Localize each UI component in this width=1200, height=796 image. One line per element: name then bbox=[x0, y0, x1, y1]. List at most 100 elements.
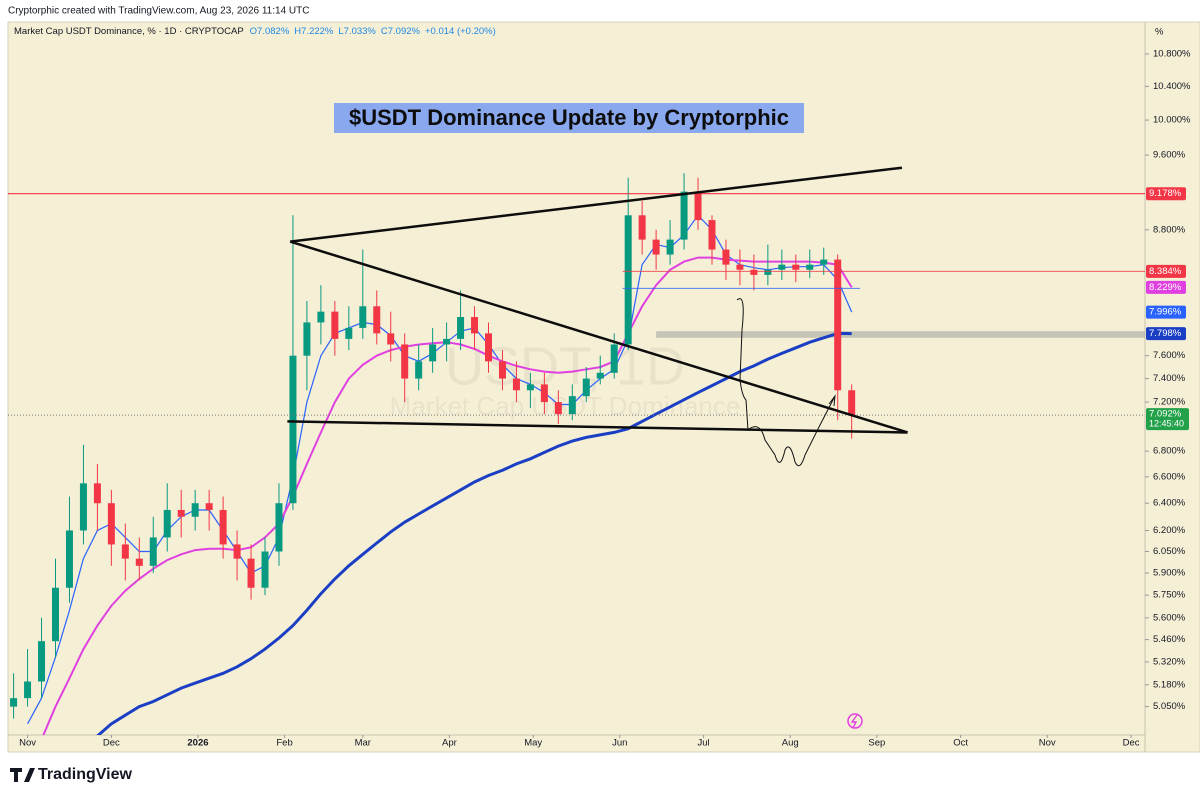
x-tick-label: Apr bbox=[442, 738, 457, 749]
x-tick-label: Aug bbox=[782, 738, 799, 749]
y-tick-label: 6.200% bbox=[1153, 525, 1186, 536]
y-tick-label: 5.750% bbox=[1153, 590, 1186, 601]
candle-body bbox=[596, 372, 604, 379]
y-tick-label: 6.600% bbox=[1153, 471, 1186, 482]
level-label: 8.384% bbox=[1149, 266, 1182, 277]
candle-body bbox=[429, 344, 437, 362]
candle-body bbox=[485, 333, 493, 362]
candle-body bbox=[708, 220, 716, 250]
y-tick-label: 10.000% bbox=[1153, 115, 1191, 126]
x-tick-label: Nov bbox=[1039, 738, 1056, 749]
level-label-bg bbox=[1146, 264, 1186, 278]
y-tick-label: 7.200% bbox=[1153, 397, 1186, 408]
y-tick-label: 9.600% bbox=[1153, 150, 1186, 161]
candle-body bbox=[666, 239, 674, 255]
y-tick-label: 5.050% bbox=[1153, 701, 1186, 712]
trendline bbox=[287, 420, 908, 434]
candle-body bbox=[638, 215, 646, 240]
candle-body bbox=[526, 384, 534, 391]
candle-body bbox=[135, 558, 143, 566]
x-tick-label: Oct bbox=[953, 738, 968, 749]
candle-body bbox=[38, 641, 46, 682]
candle-body bbox=[65, 530, 73, 588]
y-tick-label: 10.800% bbox=[1153, 49, 1191, 60]
candle-body bbox=[554, 402, 562, 415]
countdown: 12:45:40 bbox=[1149, 418, 1184, 428]
price-zone bbox=[656, 331, 1145, 338]
candle-body bbox=[317, 311, 325, 323]
y-tick-label: 5.320% bbox=[1153, 656, 1186, 667]
candle-body bbox=[778, 264, 786, 270]
x-tick-label: Nov bbox=[19, 738, 36, 749]
projection-sketch bbox=[736, 298, 836, 467]
x-tick-label: Mar bbox=[355, 738, 371, 749]
y-tick-label: 8.800% bbox=[1153, 224, 1186, 235]
x-tick-label: Dec bbox=[103, 738, 120, 749]
candle-body bbox=[582, 378, 590, 397]
brand-logo bbox=[10, 768, 35, 782]
moving-average bbox=[96, 331, 852, 735]
candle-body bbox=[177, 509, 185, 517]
y-tick-label: 5.460% bbox=[1153, 634, 1186, 645]
level-label: 9.178% bbox=[1149, 188, 1182, 199]
candle-body bbox=[694, 191, 702, 221]
legend: Market Cap USDT Dominance, % · 1D · CRYP… bbox=[14, 26, 496, 37]
candle-body bbox=[107, 503, 115, 545]
brand: TradingView bbox=[38, 766, 133, 783]
price-label: 7.092% bbox=[1149, 409, 1182, 420]
candle-body bbox=[219, 509, 227, 545]
level-label-bg bbox=[1146, 187, 1186, 201]
chart-area bbox=[7, 21, 1200, 753]
watermark: USDT, 1D bbox=[445, 336, 685, 396]
candle-body bbox=[331, 311, 339, 339]
candle-body bbox=[540, 384, 548, 403]
candle-body bbox=[498, 361, 506, 379]
y-tick-label: 7.600% bbox=[1153, 350, 1186, 361]
y-tick-label: 6.800% bbox=[1153, 446, 1186, 457]
ma-label: 8.229% bbox=[1149, 282, 1182, 293]
candle-body bbox=[401, 344, 409, 379]
candle-body bbox=[79, 483, 87, 531]
candle-body bbox=[387, 333, 395, 345]
title-highlight bbox=[334, 103, 804, 133]
candle-body bbox=[345, 327, 353, 339]
candle-body bbox=[624, 215, 632, 345]
candle-body bbox=[471, 317, 479, 334]
low-text: L7.033% bbox=[338, 26, 376, 37]
candle-body bbox=[359, 306, 367, 328]
candle-body bbox=[247, 558, 255, 588]
ma-label: 7.996% bbox=[1149, 307, 1182, 318]
candle-body bbox=[834, 259, 842, 391]
y-tick-label: 5.600% bbox=[1153, 612, 1186, 623]
trendline bbox=[290, 166, 903, 243]
candle-body bbox=[373, 306, 381, 334]
candle-body bbox=[512, 378, 520, 391]
x-tick-label: Jul bbox=[698, 738, 710, 749]
ma-label-bg bbox=[1146, 305, 1186, 319]
candle-body bbox=[149, 537, 157, 566]
watermark: Market Cap USDT Dominance bbox=[390, 391, 741, 421]
alert-icon[interactable] bbox=[847, 713, 863, 729]
candle-body bbox=[303, 322, 311, 356]
x-tick-label: Jun bbox=[612, 738, 627, 749]
candle-body bbox=[806, 264, 814, 270]
candle-body bbox=[722, 249, 730, 265]
candle-body bbox=[610, 344, 618, 373]
x-tick-label: Feb bbox=[276, 738, 292, 749]
candle-body bbox=[568, 396, 576, 415]
price-label-bg bbox=[1146, 408, 1189, 431]
candle-body bbox=[750, 269, 758, 275]
ma-label-bg bbox=[1146, 327, 1186, 341]
candle-body bbox=[457, 317, 465, 339]
candle-body bbox=[764, 269, 772, 275]
candle-body bbox=[51, 587, 59, 642]
axis-unit: % bbox=[1155, 27, 1164, 38]
candle-body bbox=[205, 503, 213, 510]
ma-label-bg bbox=[1146, 280, 1186, 294]
candle-body bbox=[121, 544, 129, 559]
candle-body bbox=[93, 483, 101, 504]
candle-body bbox=[191, 503, 199, 517]
candle-body bbox=[10, 698, 18, 707]
